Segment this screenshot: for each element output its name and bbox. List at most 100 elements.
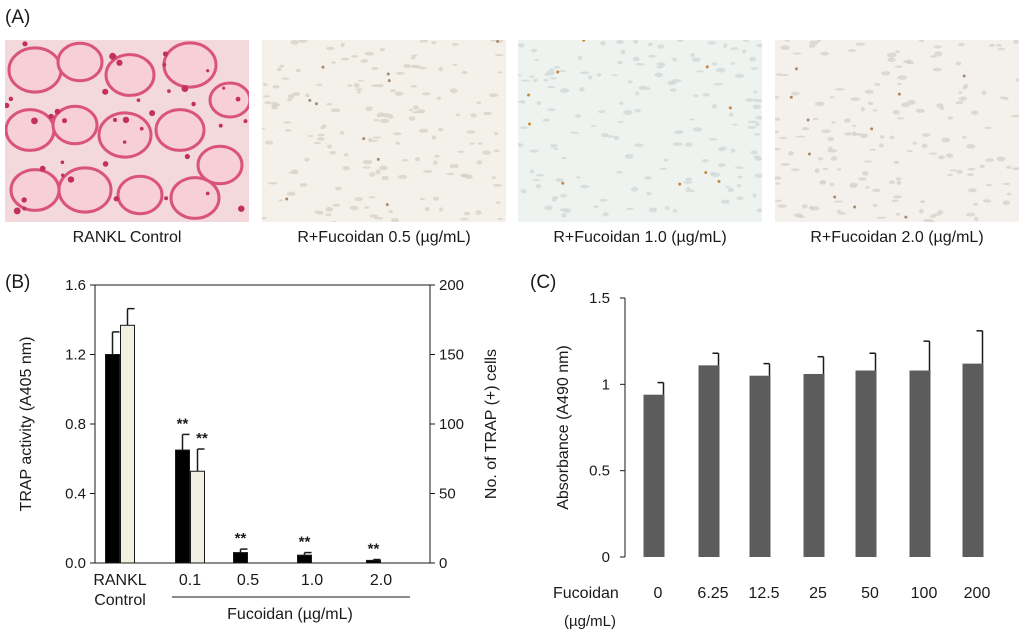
cell xyxy=(547,85,556,89)
cell xyxy=(685,189,696,193)
cell xyxy=(683,180,693,184)
cell xyxy=(534,58,540,62)
cell xyxy=(271,101,278,107)
cell xyxy=(368,137,373,143)
cell xyxy=(616,40,624,45)
stained-nucleus xyxy=(112,117,118,122)
stained-nucleus xyxy=(162,62,167,67)
cell xyxy=(475,210,482,215)
stained-nucleus xyxy=(191,101,196,107)
speck xyxy=(904,215,908,219)
speck xyxy=(556,70,560,74)
cell xyxy=(272,84,280,89)
cell xyxy=(654,72,663,78)
cell xyxy=(365,106,373,112)
cell xyxy=(362,159,373,165)
cell xyxy=(754,173,762,178)
cell xyxy=(818,180,826,185)
cell xyxy=(613,135,620,141)
cell xyxy=(262,83,268,87)
cell xyxy=(836,209,842,213)
cell xyxy=(461,174,470,178)
cell xyxy=(518,143,524,148)
cell xyxy=(327,144,332,149)
cell xyxy=(419,197,426,201)
bar xyxy=(909,370,931,557)
cell xyxy=(965,212,976,217)
cell xyxy=(495,201,501,204)
panel-a-label: (A) xyxy=(5,7,31,28)
cell xyxy=(833,200,843,203)
cell xyxy=(549,77,557,80)
cell xyxy=(529,149,539,153)
cell xyxy=(262,216,267,220)
cell xyxy=(643,87,651,90)
cell xyxy=(831,121,836,124)
cell xyxy=(476,101,482,105)
x-tick-label: 200 xyxy=(964,585,991,602)
cell xyxy=(520,126,529,130)
x-tick-label: 6.25 xyxy=(697,585,728,602)
cell xyxy=(334,186,342,191)
cell xyxy=(712,103,718,109)
cell xyxy=(351,55,359,58)
cell xyxy=(985,158,994,162)
osteoclast-cell xyxy=(154,108,206,152)
cell xyxy=(669,88,677,92)
cell xyxy=(814,101,825,107)
cell xyxy=(278,199,284,202)
cell xyxy=(715,67,726,73)
cell xyxy=(829,96,835,99)
cell xyxy=(667,80,677,84)
cell xyxy=(906,150,913,153)
cell xyxy=(887,52,897,58)
stained-nucleus xyxy=(136,98,141,102)
significance-mark: ** xyxy=(299,534,311,551)
cell xyxy=(933,45,942,49)
cell xyxy=(553,147,559,150)
speck xyxy=(962,74,966,78)
cell xyxy=(449,164,455,169)
cell xyxy=(286,191,296,197)
y-right-tick-label: 50 xyxy=(439,486,456,503)
cell xyxy=(999,96,1006,99)
stained-nucleus xyxy=(235,96,241,102)
cell xyxy=(596,73,602,77)
cell xyxy=(745,98,754,102)
x-tick-label: 12.5 xyxy=(748,585,779,602)
micrograph-background xyxy=(775,40,1019,222)
cell xyxy=(790,91,800,96)
stained-nucleus xyxy=(48,113,54,119)
cell xyxy=(982,199,992,203)
cell xyxy=(879,135,885,139)
cell xyxy=(710,171,715,176)
cell xyxy=(623,110,633,115)
stained-nucleus xyxy=(22,41,28,47)
cell xyxy=(410,56,416,60)
cell xyxy=(424,207,430,212)
cell xyxy=(357,79,364,82)
cell xyxy=(827,146,833,151)
cell xyxy=(855,42,866,46)
significance-mark: ** xyxy=(177,415,189,432)
cell xyxy=(379,47,386,52)
stained-nucleus xyxy=(206,69,210,73)
stained-nucleus xyxy=(21,197,27,203)
cell xyxy=(725,185,731,188)
cell xyxy=(451,43,459,46)
cell xyxy=(889,135,895,140)
speck xyxy=(386,72,390,76)
cell xyxy=(391,217,399,222)
micrograph-fucoidan-2.0 xyxy=(775,40,1019,222)
cell xyxy=(721,199,730,204)
cell xyxy=(931,213,941,217)
y-left-axis-label: TRAP activity (A405 nm) xyxy=(18,337,35,512)
y-left-tick-label: 0.8 xyxy=(65,416,86,433)
speck xyxy=(833,195,837,199)
cell xyxy=(347,84,353,87)
cell xyxy=(279,64,285,68)
cell xyxy=(606,135,614,138)
cell xyxy=(958,91,963,94)
cell xyxy=(354,197,363,202)
cell xyxy=(962,86,967,90)
